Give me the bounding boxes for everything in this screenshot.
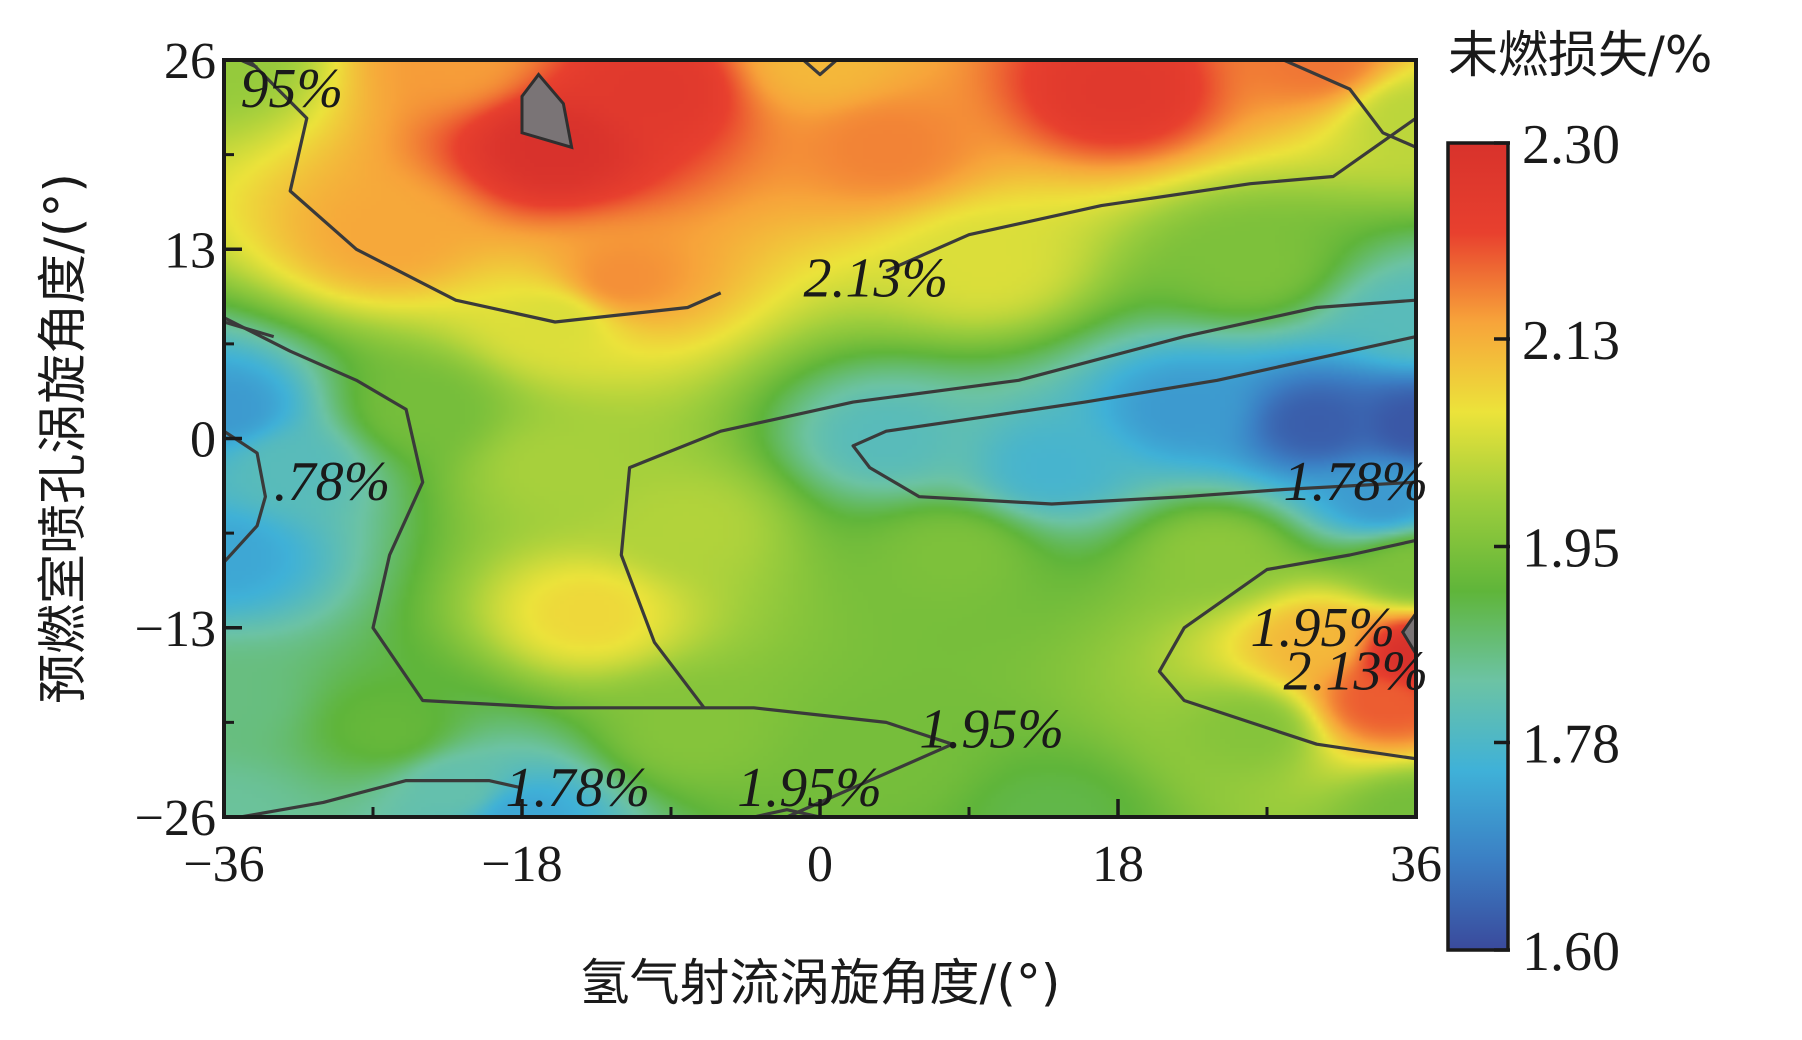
contour-label-5: 2.13%: [1284, 640, 1429, 702]
x-axis: −36 −18 0 18 36: [183, 799, 1442, 893]
contour-label-4: 1.95%: [1250, 597, 1395, 659]
y-tick-label: −26: [135, 790, 216, 847]
contour-lines: [224, 60, 1416, 817]
x-tick-label: 0: [807, 836, 833, 893]
contour-line-1_78-9: [224, 429, 267, 564]
contour-label-1: 2.13%: [803, 247, 948, 309]
contour-line-1_95-5: [224, 316, 955, 817]
field-canvas: [224, 60, 1416, 817]
contour-label-2: .78%: [274, 451, 391, 513]
y-axis-title: 预燃室喷孔涡旋角度/(°): [34, 173, 92, 704]
x-axis-title: 氢气射流涡旋角度/(°): [580, 954, 1061, 1012]
colorbar-title: 未燃损失/%: [1448, 26, 1712, 84]
colorbar-ticks: 2.30 2.13 1.95 1.78 1.60: [1494, 114, 1620, 983]
colorbar-tick-label: 2.13: [1522, 310, 1620, 372]
masked-regions: [520, 72, 1416, 657]
y-tick-label: 26: [164, 33, 216, 90]
y-tick-label: −13: [135, 601, 216, 658]
contour-label-6: 1.95%: [919, 699, 1064, 761]
contour-line-1_95-8: [1157, 538, 1416, 761]
y-axis: 26 13 0 −13 −26: [135, 33, 242, 847]
contour-line-2_13-4: [802, 60, 838, 77]
contour-line-1_95-6: [224, 320, 275, 339]
contour-line-1_95-12: [753, 808, 821, 817]
x-tick-label: −36: [183, 836, 264, 893]
colorbar-tick-label: 1.60: [1522, 921, 1620, 983]
contour-line-2_13-1: [885, 116, 1416, 273]
y-tick-label: 13: [164, 222, 216, 279]
contour-line-2_13-2: [1282, 60, 1416, 149]
colorbar-tick-label: 1.95: [1522, 518, 1620, 580]
contour-field: [224, 60, 1416, 817]
contour-line-1_78-10: [851, 335, 1416, 506]
masked-region-right-gray: [1400, 610, 1416, 657]
x-tick-label: −18: [481, 836, 562, 893]
contour-label-3: 1.78%: [1284, 451, 1429, 513]
x-tick-label: 36: [1390, 836, 1442, 893]
masked-region-top-left-gray: [520, 72, 574, 150]
y-tick-label: 0: [190, 412, 216, 469]
x-tick-label: 18: [1092, 836, 1144, 893]
contour-line-1_78-11: [240, 778, 523, 817]
contour-label-8: 1.95%: [737, 757, 882, 819]
colorbar: 未燃损失/% 2.30 2.13 1.95 1.78 1.60: [1446, 26, 1712, 983]
contour-labels: 95%2.13%.78% 1.78%1.95%2.13%1.95%1.78% 1.9…: [241, 58, 1429, 819]
contour-line-2_13-0: [247, 60, 722, 324]
contour-line-1_95-7: [619, 298, 1416, 709]
colorbar-tick-label: 1.78: [1522, 713, 1620, 775]
contour-label-0: 95%: [241, 58, 344, 120]
contour-label-7: 1.78%: [505, 757, 650, 819]
colorbar-tick-label: 2.30: [1522, 114, 1620, 176]
